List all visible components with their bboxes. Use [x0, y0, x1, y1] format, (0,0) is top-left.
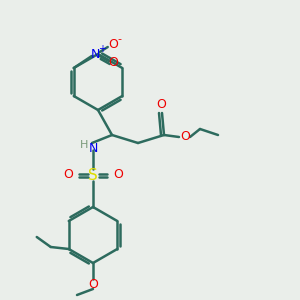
Text: O: O: [108, 56, 118, 68]
Text: O: O: [108, 38, 118, 50]
Text: O: O: [88, 278, 98, 290]
Text: O: O: [113, 169, 123, 182]
Text: -: -: [118, 34, 122, 44]
Text: O: O: [180, 130, 190, 143]
Text: S: S: [88, 167, 98, 182]
Text: N: N: [88, 142, 98, 154]
Text: +: +: [98, 44, 106, 54]
Text: H: H: [80, 140, 88, 150]
Text: O: O: [63, 169, 73, 182]
Text: O: O: [156, 98, 166, 112]
Text: N: N: [91, 47, 101, 61]
